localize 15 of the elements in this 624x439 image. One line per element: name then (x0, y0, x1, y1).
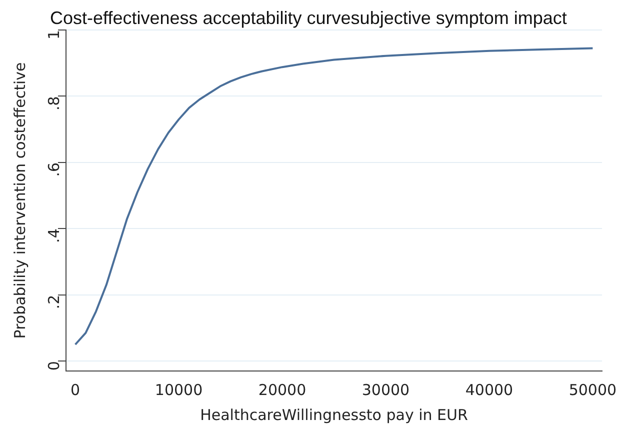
x-tick-label: 10000 (154, 380, 203, 399)
x-tick-label: 0 (70, 380, 80, 399)
x-tick-label: 40000 (465, 380, 514, 399)
y-tick-label: .2 (44, 294, 63, 310)
y-axis-title: Probability intervention costeffective (10, 62, 29, 339)
chart-title: Cost-effectiveness acceptability curvesubjective symptom impact (50, 8, 567, 29)
y-tick-label: 0 (44, 361, 63, 371)
x-tick-label: 20000 (258, 380, 306, 399)
y-tick-label: 1 (44, 30, 63, 40)
y-tick-label: .6 (44, 162, 63, 177)
x-axis-title: HealthcareWillingnessto pay in EUR (200, 406, 468, 424)
y-tick-label: .4 (44, 228, 63, 243)
y-tick-label: .8 (44, 96, 63, 111)
x-tick-label: 30000 (362, 380, 410, 399)
x-tick-label: 50000 (568, 380, 617, 399)
